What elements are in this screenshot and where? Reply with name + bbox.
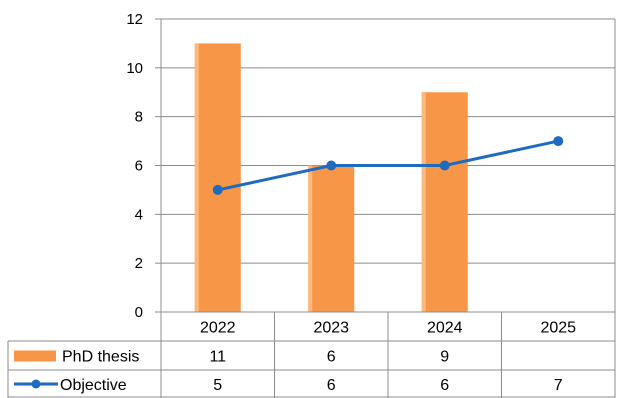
data-table: 2022 2023 2024 2025 PhD thesis 11 6 9 Objective 5… [7,311,615,398]
ytick-label-0: 0 [135,304,143,321]
category-label-2024: 2024 [427,320,463,337]
ytick-label-2: 2 [135,255,143,272]
objective-point-2023 [326,160,337,171]
objective-point-2025 [553,136,564,147]
bar-highlight-2024 [421,92,426,312]
table-cell-1-2: 6 [440,377,449,394]
legend-marker-objective [31,379,41,389]
ytick-label-12: 12 [126,11,143,28]
table-cell-1-0: 5 [213,377,222,394]
ytick-label-6: 6 [135,158,143,175]
bar-highlight-2023 [308,165,313,312]
ytick-label-8: 8 [135,109,143,126]
objective-point-2022 [212,184,223,195]
ytick-label-4: 4 [135,206,143,223]
bars [194,43,468,313]
table-cell-1-1: 6 [327,377,336,394]
category-label-2025: 2025 [540,320,576,337]
category-label-2023: 2023 [313,320,349,337]
bar-highlight-2022 [194,43,199,313]
objective-point-2024 [439,160,450,171]
legend-swatch-phd-thesis [14,350,56,362]
bar-phd-thesis-2023 [308,165,355,312]
y-axis: 0 2 4 6 8 10 12 [126,11,161,321]
row-label-1: Objective [60,377,127,394]
category-label-2022: 2022 [200,320,236,337]
objective-line-path [217,139,559,192]
bar-phd-thesis-2022 [194,43,241,313]
table-cell-0-0: 11 [209,349,226,366]
objective-line [212,136,564,195]
table-cell-1-3: 7 [554,377,563,394]
bar-phd-thesis-2024 [421,92,468,312]
ytick-label-10: 10 [126,60,143,77]
table-cell-0-1: 6 [327,349,336,366]
row-label-0: PhD thesis [62,349,139,366]
table-cell-0-2: 9 [440,349,449,366]
